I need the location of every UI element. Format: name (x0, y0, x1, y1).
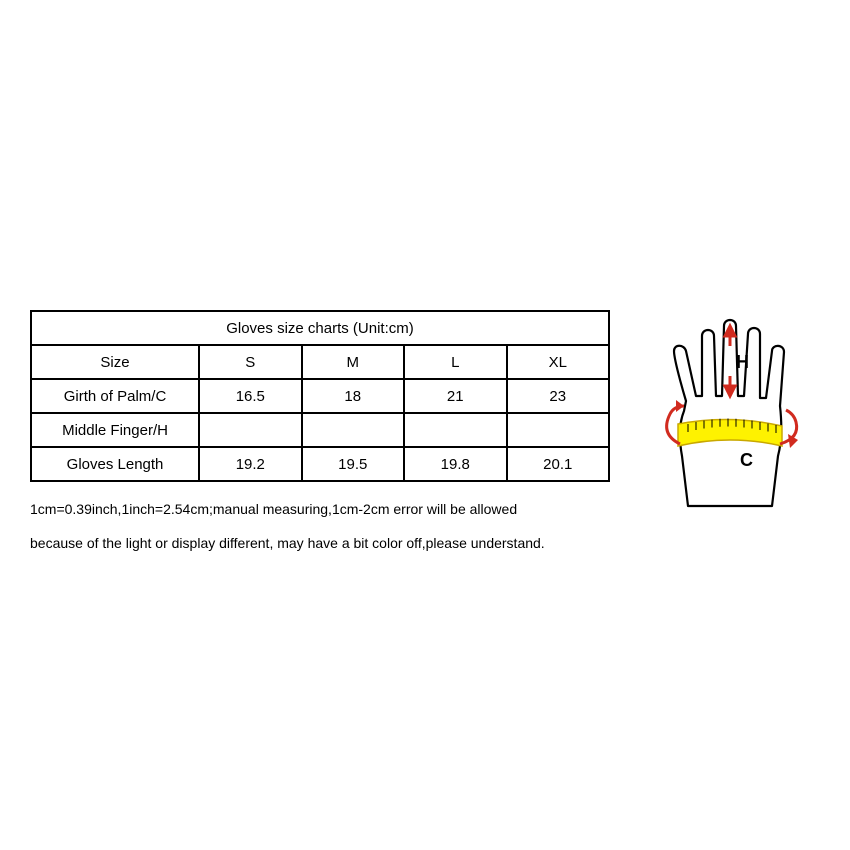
cell: 19.8 (404, 447, 506, 481)
cell (199, 413, 301, 447)
label-c: C (740, 450, 753, 470)
hand-outline (674, 320, 784, 506)
row-label-girth: Girth of Palm/C (31, 379, 199, 413)
cell (404, 413, 506, 447)
hand-icon: C H (640, 306, 820, 516)
cell: 21 (404, 379, 506, 413)
cell: 19.5 (302, 447, 404, 481)
notes-block: 1cm=0.39inch,1inch=2.54cm;manual measuri… (30, 500, 545, 567)
content-row: Gloves size charts (Unit:cm) Size S M L … (30, 310, 820, 521)
cell: 16.5 (199, 379, 301, 413)
col-l: L (404, 345, 506, 379)
col-s: S (199, 345, 301, 379)
note-line-1: 1cm=0.39inch,1inch=2.54cm;manual measuri… (30, 500, 545, 520)
table-row: Middle Finger/H (31, 413, 609, 447)
canvas: Gloves size charts (Unit:cm) Size S M L … (0, 0, 850, 850)
table-title-row: Gloves size charts (Unit:cm) (31, 311, 609, 345)
row-label-size: Size (31, 345, 199, 379)
row-label-middle-finger: Middle Finger/H (31, 413, 199, 447)
hand-diagram: C H (640, 306, 820, 521)
cell: 23 (507, 379, 610, 413)
cell: 18 (302, 379, 404, 413)
col-xl: XL (507, 345, 610, 379)
note-line-2: because of the light or display differen… (30, 534, 545, 554)
size-chart-table: Gloves size charts (Unit:cm) Size S M L … (30, 310, 610, 482)
row-label-gloves-length: Gloves Length (31, 447, 199, 481)
cell: 19.2 (199, 447, 301, 481)
col-m: M (302, 345, 404, 379)
table-row: Girth of Palm/C 16.5 18 21 23 (31, 379, 609, 413)
label-h: H (736, 352, 749, 372)
table-title: Gloves size charts (Unit:cm) (31, 311, 609, 345)
cell (507, 413, 610, 447)
cell: 20.1 (507, 447, 610, 481)
table-row: Gloves Length 19.2 19.5 19.8 20.1 (31, 447, 609, 481)
cell (302, 413, 404, 447)
table-row: Size S M L XL (31, 345, 609, 379)
